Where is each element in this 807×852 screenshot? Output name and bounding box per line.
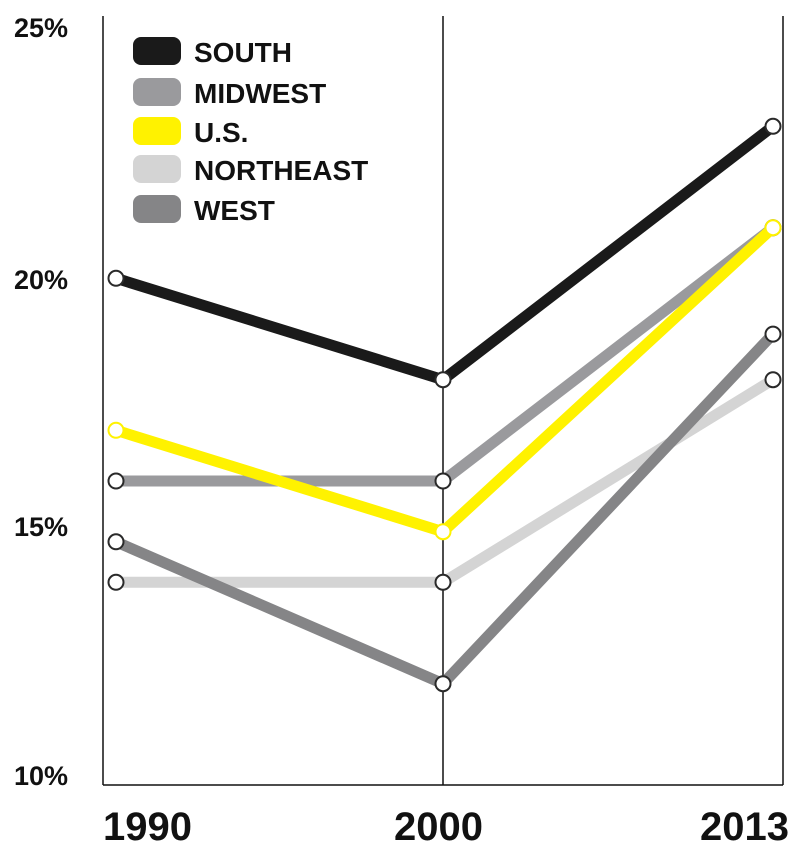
data-point-west-2000 — [434, 675, 452, 693]
legend-label-northeast: NORTHEAST — [194, 155, 368, 186]
data-point-midwest-1990 — [107, 472, 125, 490]
legend-label-midwest: MIDWEST — [194, 78, 326, 109]
series-layer — [107, 117, 782, 693]
legend-label-west: WEST — [194, 195, 275, 226]
series-us — [107, 219, 782, 541]
legend-swatch-us — [133, 117, 181, 145]
data-point-us-2013 — [764, 219, 782, 237]
x-tick-label-2013: 2013 — [700, 805, 789, 849]
data-point-northeast-1990 — [107, 573, 125, 591]
legend-swatch-midwest — [133, 78, 181, 106]
data-point-northeast-2013 — [764, 371, 782, 389]
y-tick-label-20: 20% — [14, 265, 68, 295]
series-midwest — [107, 219, 782, 490]
data-point-south-2000 — [434, 371, 452, 389]
x-tick-label-2000: 2000 — [394, 805, 483, 849]
y-tick-label-25: 25% — [14, 13, 68, 43]
legend-swatch-south — [133, 37, 181, 65]
legend-swatch-west — [133, 195, 181, 223]
legend-label-south: SOUTH — [194, 37, 292, 68]
data-point-us-2000 — [434, 523, 452, 541]
y-tick-label-15: 15% — [14, 512, 68, 542]
data-point-south-1990 — [107, 269, 125, 287]
data-point-northeast-2000 — [434, 573, 452, 591]
data-point-us-1990 — [107, 421, 125, 439]
data-point-south-2013 — [764, 117, 782, 135]
legend-swatch-northeast — [133, 155, 181, 183]
legend-label-us: U.S. — [194, 117, 248, 148]
legend: SOUTH MIDWEST U.S. NORTHEAST WEST — [133, 37, 368, 226]
series-west — [107, 325, 782, 693]
data-point-west-2013 — [764, 325, 782, 343]
data-point-west-1990 — [107, 533, 125, 551]
y-tick-label-10: 10% — [14, 761, 68, 791]
series-south — [107, 117, 782, 389]
x-tick-label-1990: 1990 — [103, 805, 192, 849]
data-point-midwest-2000 — [434, 472, 452, 490]
